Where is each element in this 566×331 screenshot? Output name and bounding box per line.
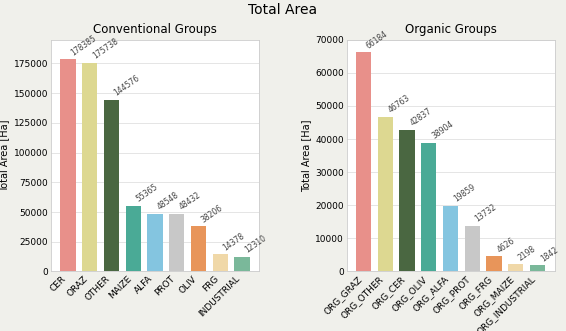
Text: 19859: 19859 (452, 183, 477, 204)
Bar (147, 214, 162, 271)
Bar (530, 265, 545, 271)
Text: 4626: 4626 (495, 236, 516, 254)
Bar (487, 256, 501, 271)
Y-axis label: Total Area [Ha]: Total Area [Ha] (0, 119, 10, 192)
Text: 66184: 66184 (365, 29, 389, 51)
Bar (191, 226, 206, 271)
Text: 48548: 48548 (156, 191, 181, 212)
Bar (213, 254, 228, 271)
Bar (465, 226, 480, 271)
Text: 178385: 178385 (69, 34, 98, 58)
Text: 46763: 46763 (387, 93, 411, 115)
Bar (169, 214, 185, 271)
Text: 38206: 38206 (200, 203, 225, 224)
Text: 144576: 144576 (113, 74, 142, 98)
Title: Organic Groups: Organic Groups (405, 23, 496, 36)
Title: Conventional Groups: Conventional Groups (93, 23, 217, 36)
Bar (82, 63, 97, 271)
Bar (508, 264, 524, 271)
Bar (421, 143, 436, 271)
Bar (356, 52, 371, 271)
Text: 38904: 38904 (430, 119, 455, 141)
Text: 48432: 48432 (178, 191, 203, 212)
Text: 55365: 55365 (134, 182, 160, 204)
Bar (443, 206, 458, 271)
Text: 12310: 12310 (243, 234, 268, 255)
Text: 42837: 42837 (408, 107, 433, 128)
Text: 175738: 175738 (91, 37, 120, 61)
Bar (400, 130, 415, 271)
Text: Total Area: Total Area (248, 3, 318, 17)
Text: 1842: 1842 (539, 245, 560, 263)
Bar (126, 206, 141, 271)
Bar (234, 257, 250, 271)
Bar (104, 100, 119, 271)
Text: 14378: 14378 (221, 231, 246, 253)
Bar (61, 60, 76, 271)
Y-axis label: Total Area [Ha]: Total Area [Ha] (301, 119, 311, 192)
Text: 2198: 2198 (517, 244, 538, 262)
Bar (378, 117, 393, 271)
Text: 13732: 13732 (473, 203, 499, 224)
